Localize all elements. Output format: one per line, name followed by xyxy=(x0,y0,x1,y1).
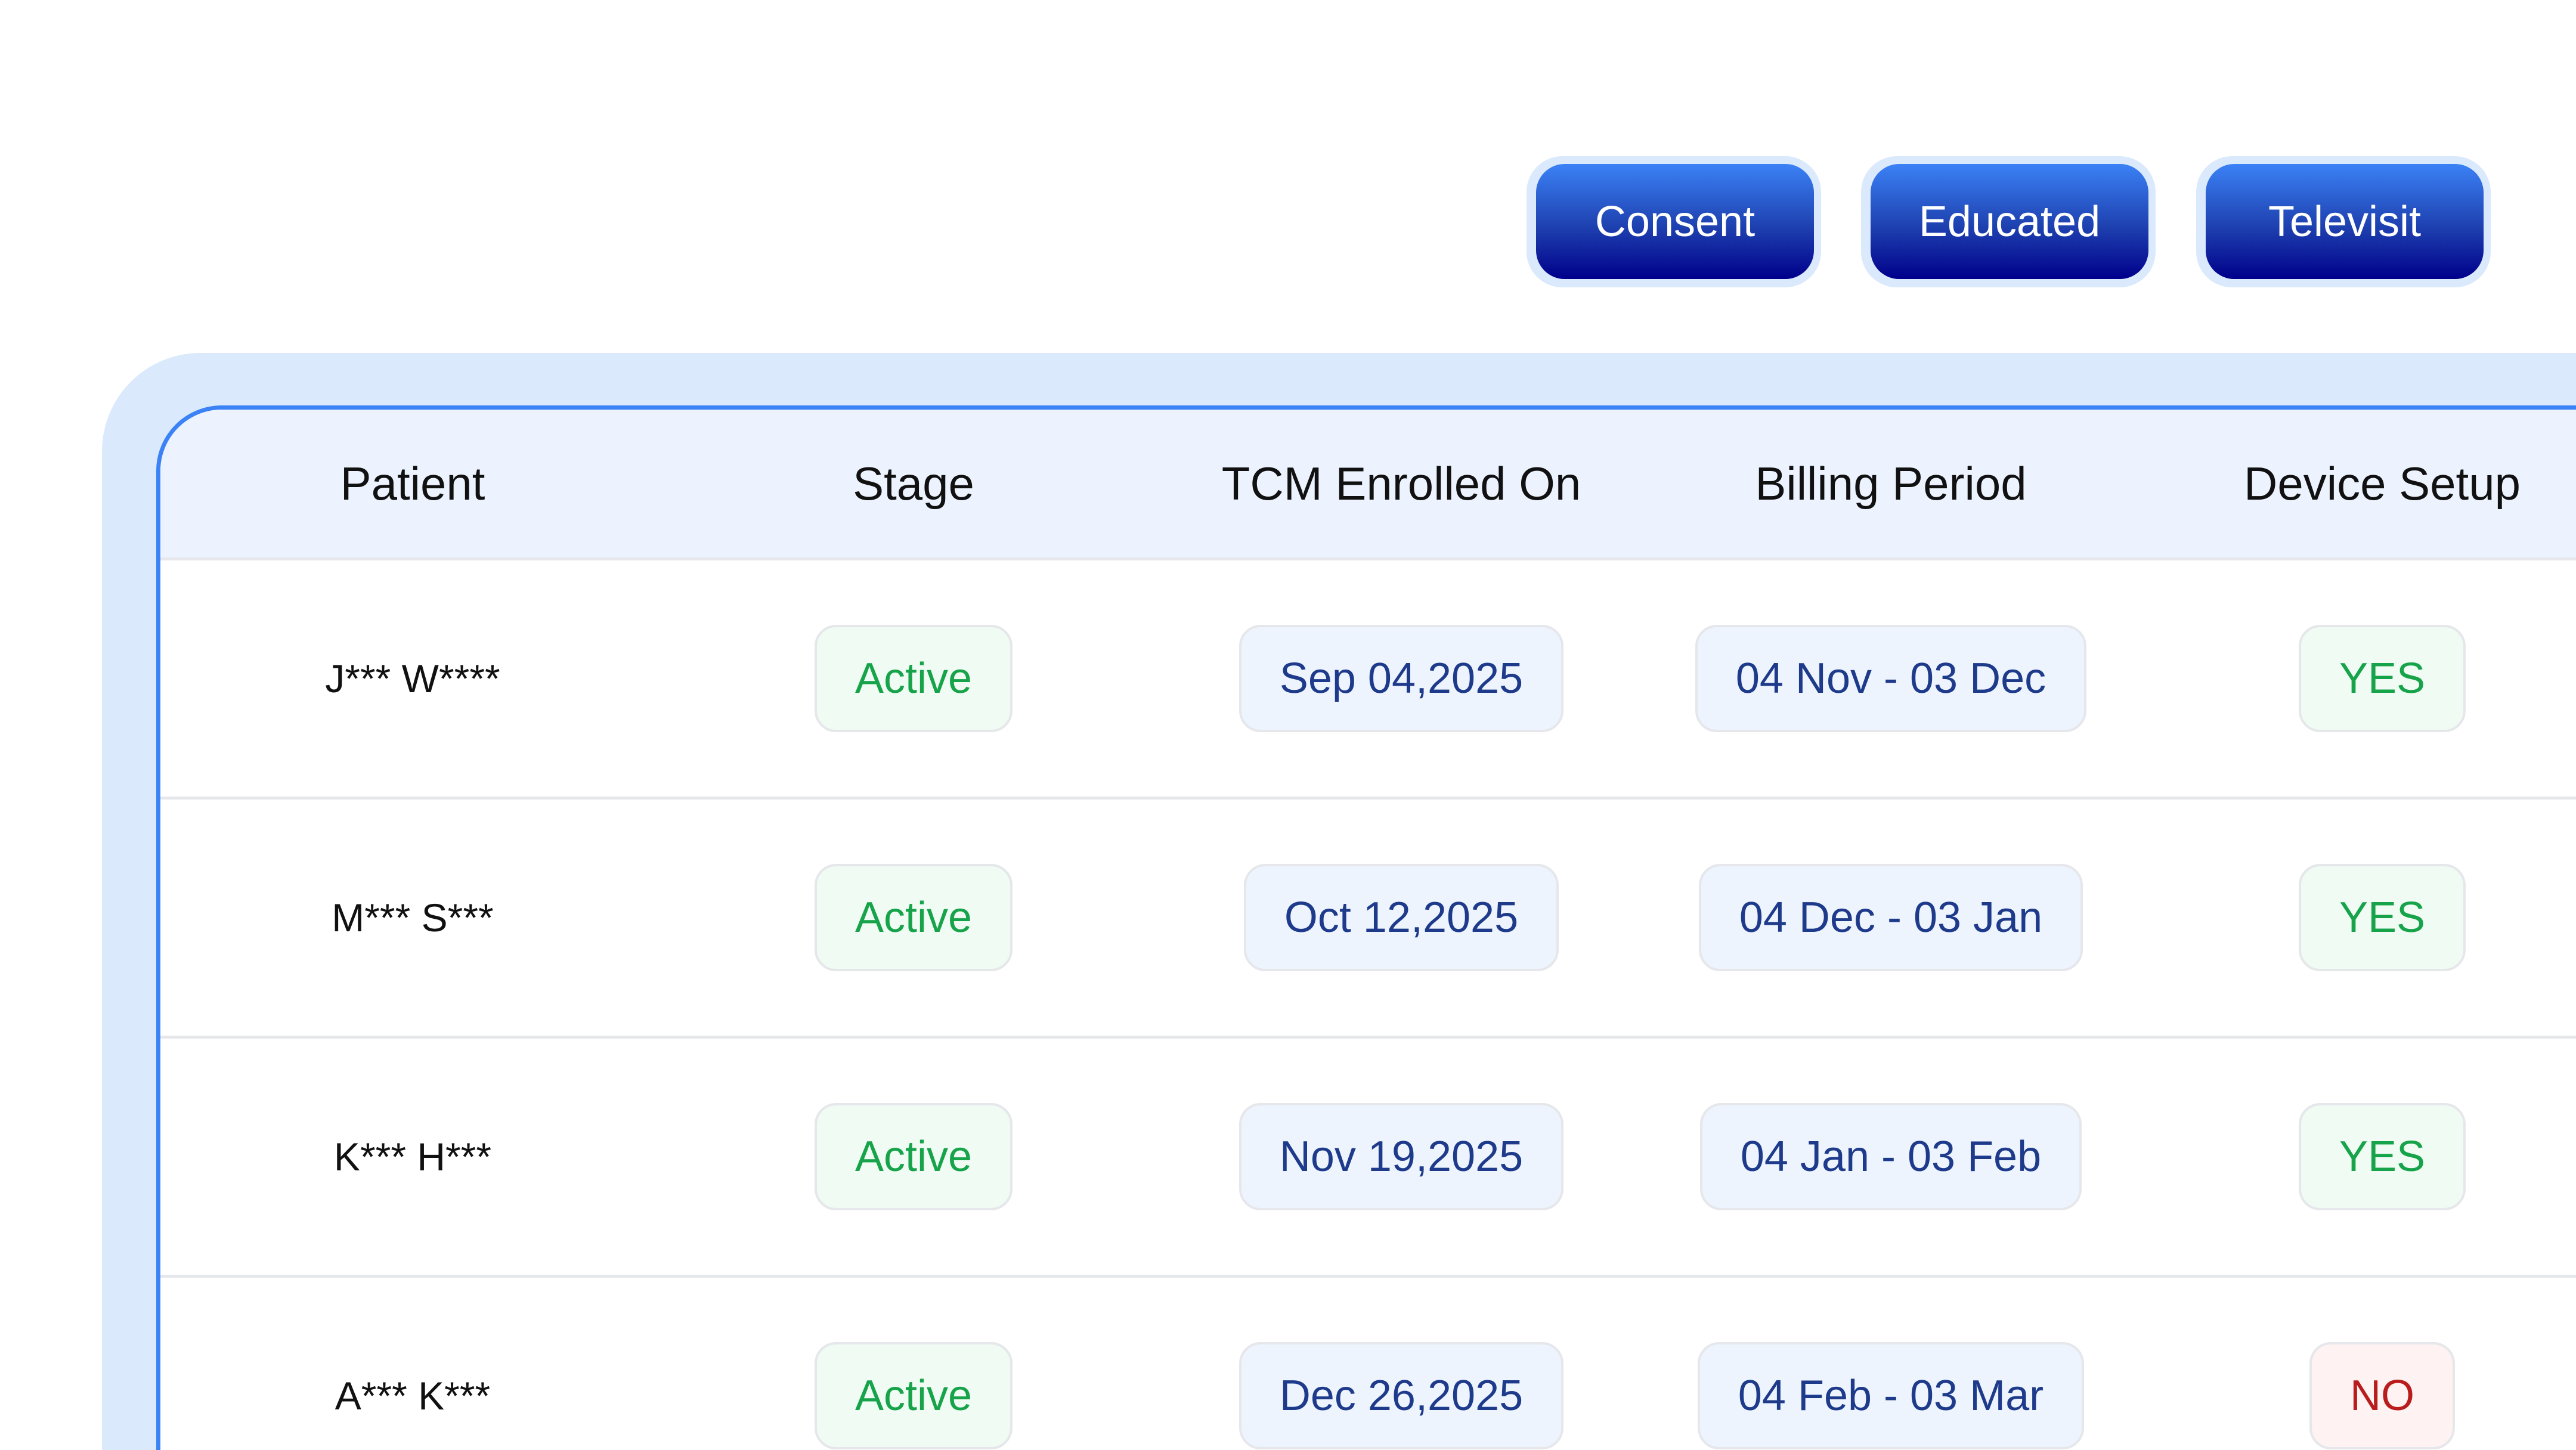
enrolled-cell: Sep 04,2025 xyxy=(1175,560,1628,797)
device-cell: YES xyxy=(2156,560,2576,797)
table-row[interactable]: A*** K*** Active Dec 26,2025 04 Feb - 03 Ma… xyxy=(160,1278,2576,1450)
patient-name[interactable]: K*** H*** xyxy=(333,1135,492,1179)
stage-badge: Active xyxy=(814,1103,1013,1210)
consent-button-wrap: Consent xyxy=(1527,156,1821,287)
consent-button[interactable]: Consent xyxy=(1536,164,1814,279)
stage-badge: Active xyxy=(814,864,1013,971)
billing-cell: 04 Dec - 03 Jan xyxy=(1664,800,2117,1036)
televisit-button-wrap: Televisit xyxy=(2196,156,2491,287)
enrolled-date-badge: Oct 12,2025 xyxy=(1243,864,1559,971)
educated-button[interactable]: Educated xyxy=(1871,164,2148,279)
patients-table: Patient Stage TCM Enrolled On Billing Pe… xyxy=(156,405,2576,1450)
enrolled-date-badge: Nov 19,2025 xyxy=(1239,1103,1564,1210)
enrolled-cell: Nov 19,2025 xyxy=(1175,1039,1628,1275)
televisit-button[interactable]: Televisit xyxy=(2206,164,2484,279)
table-row[interactable]: K*** H*** Active Nov 19,2025 04 Jan - 03 Fe… xyxy=(160,1039,2576,1278)
header-billing-period: Billing Period xyxy=(1755,457,2027,510)
billing-period-badge: 04 Feb - 03 Mar xyxy=(1697,1342,2085,1449)
billing-period-badge: 04 Dec - 03 Jan xyxy=(1698,864,2083,971)
device-setup-badge: YES xyxy=(2298,864,2466,971)
table-header: Patient Stage TCM Enrolled On Billing Pe… xyxy=(160,410,2576,560)
patient-name[interactable]: J*** W**** xyxy=(325,656,500,701)
device-cell: NO xyxy=(2156,1278,2576,1450)
stage-badge: Active xyxy=(814,1342,1013,1449)
billing-period-badge: 04 Jan - 03 Feb xyxy=(1699,1103,2082,1210)
stage-cell: Active xyxy=(687,1039,1140,1275)
billing-cell: 04 Jan - 03 Feb xyxy=(1664,1039,2117,1275)
enrolled-cell: Oct 12,2025 xyxy=(1175,800,1628,1036)
patient-name[interactable]: A*** K*** xyxy=(335,1374,491,1418)
patient-name[interactable]: M*** S*** xyxy=(332,896,494,940)
enrolled-cell: Dec 26,2025 xyxy=(1175,1278,1628,1450)
educated-button-wrap: Educated xyxy=(1861,156,2156,287)
device-setup-badge: YES xyxy=(2298,625,2466,732)
stage-cell: Active xyxy=(687,560,1140,797)
billing-period-badge: 04 Nov - 03 Dec xyxy=(1695,625,2087,732)
header-stage: Stage xyxy=(853,457,974,510)
stage-badge: Active xyxy=(814,625,1013,732)
enrolled-date-badge: Sep 04,2025 xyxy=(1239,625,1564,732)
stage-cell: Active xyxy=(687,1278,1140,1450)
table-row[interactable]: M*** S*** Active Oct 12,2025 04 Dec - 03 Ja… xyxy=(160,800,2576,1039)
header-tcm-enrolled-on: TCM Enrolled On xyxy=(1221,457,1581,510)
enrolled-date-badge: Dec 26,2025 xyxy=(1239,1342,1564,1449)
billing-cell: 04 Nov - 03 Dec xyxy=(1664,560,2117,797)
header-patient: Patient xyxy=(340,457,485,510)
table-row[interactable]: J*** W**** Active Sep 04,2025 04 Nov - 03 D… xyxy=(160,560,2576,800)
device-setup-badge: NO xyxy=(2309,1342,2455,1449)
billing-cell: 04 Feb - 03 Mar xyxy=(1664,1278,2117,1450)
header-device-setup: Device Setup xyxy=(2244,457,2521,510)
stage-cell: Active xyxy=(687,800,1140,1036)
device-cell: YES xyxy=(2156,800,2576,1036)
device-setup-badge: YES xyxy=(2298,1103,2466,1210)
device-cell: YES xyxy=(2156,1039,2576,1275)
